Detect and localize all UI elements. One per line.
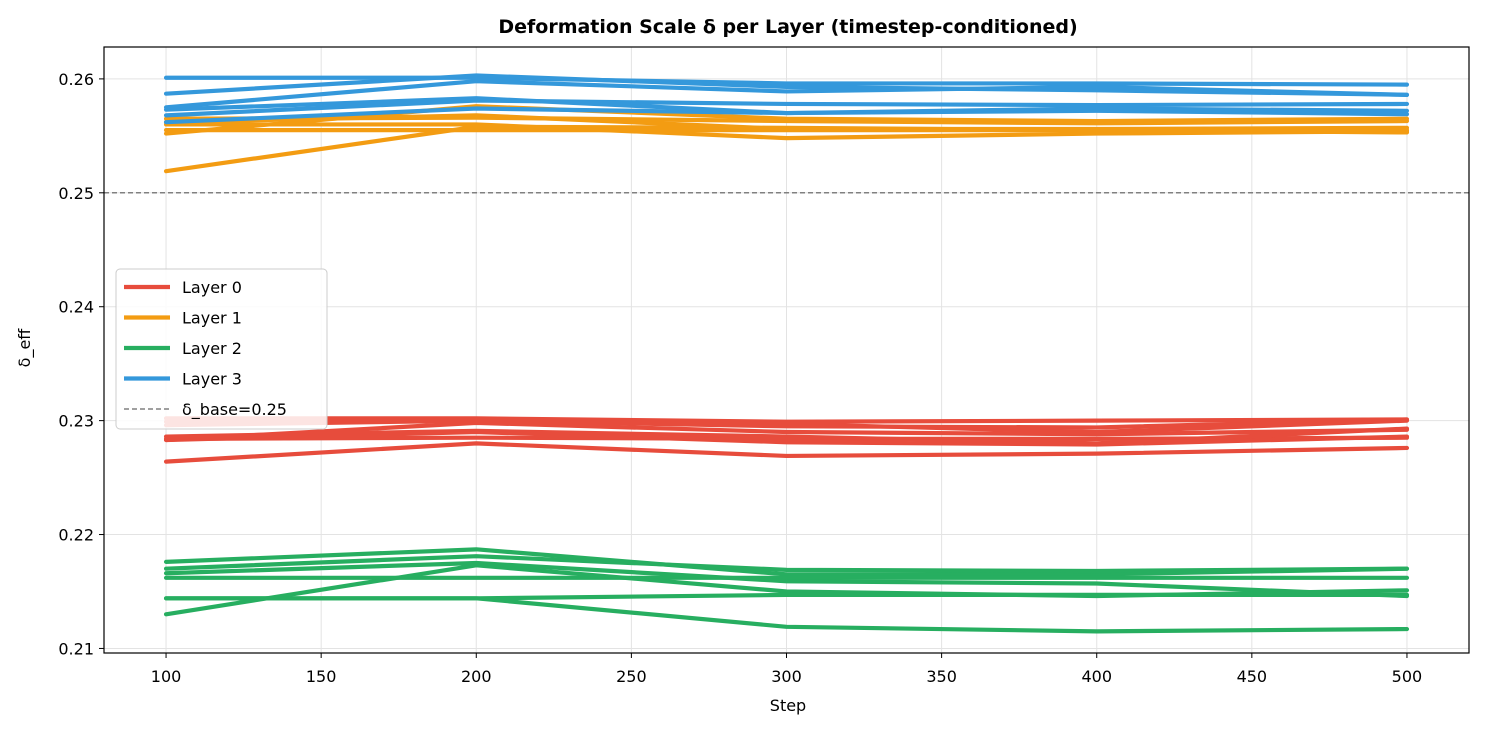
y-tick-label-1: 0.22 [58, 526, 94, 545]
chart-title: Deformation Scale δ per Layer (timestep-… [498, 16, 1077, 38]
legend-label-3: Layer 3 [182, 370, 242, 389]
series-line-layer2-5 [163, 592, 1410, 601]
y-tick-label-4: 0.25 [58, 184, 94, 203]
series-line-layer0-2 [163, 441, 1410, 464]
y-tick-label-3: 0.24 [58, 298, 94, 317]
series-line-layer3-3 [163, 98, 1410, 118]
x-axis: 100 150 200 250 300 350 400 450 500 [151, 653, 1422, 686]
legend-box [115, 268, 328, 430]
x-tick-label-7: 450 [1237, 667, 1268, 686]
x-tick-label-6: 400 [1081, 667, 1112, 686]
legend: Layer 0 Layer 1 Layer 2 Layer 3 δ_base=0.25 [115, 268, 328, 430]
x-tick-label-2: 200 [461, 667, 492, 686]
x-tick-label-8: 500 [1392, 667, 1423, 686]
series-line-layer1-5 [163, 113, 1410, 132]
series-line-layer1-1 [163, 104, 1410, 136]
y-tick-label-0: 0.21 [58, 639, 94, 658]
legend-label-0: Layer 0 [182, 278, 242, 297]
y-axis-label: δ_eff [15, 328, 35, 368]
series-line-layer3-5 [163, 79, 1410, 110]
series-layer [163, 73, 1410, 634]
x-tick-label-0: 100 [151, 667, 182, 686]
series-line-layer3-0 [163, 75, 1410, 87]
series-line-layer1-2 [163, 122, 1410, 141]
series-line-layer2-0 [163, 547, 1410, 577]
y-axis: 0.21 0.22 0.23 0.24 0.25 0.26 [58, 70, 104, 658]
series-line-layer2-6 [163, 560, 1410, 599]
x-axis-label: Step [770, 696, 806, 715]
x-tick-label-4: 300 [771, 667, 802, 686]
series-line-layer3-1 [163, 73, 1410, 97]
y-tick-label-2: 0.23 [58, 412, 94, 431]
series-line-layer0-6 [163, 417, 1410, 435]
x-tick-label-3: 250 [616, 667, 647, 686]
x-tick-label-1: 150 [306, 667, 337, 686]
series-line-layer3-4 [163, 106, 1410, 125]
series-line-layer0-7 [163, 429, 1410, 447]
legend-label-2: Layer 2 [182, 339, 242, 358]
series-line-layer2-4 [163, 554, 1410, 574]
legend-label-4: δ_base=0.25 [182, 400, 287, 420]
series-line-layer0-3 [163, 420, 1410, 443]
legend-label-1: Layer 1 [182, 309, 242, 328]
x-tick-label-5: 350 [926, 667, 957, 686]
y-tick-label-5: 0.26 [58, 70, 94, 89]
